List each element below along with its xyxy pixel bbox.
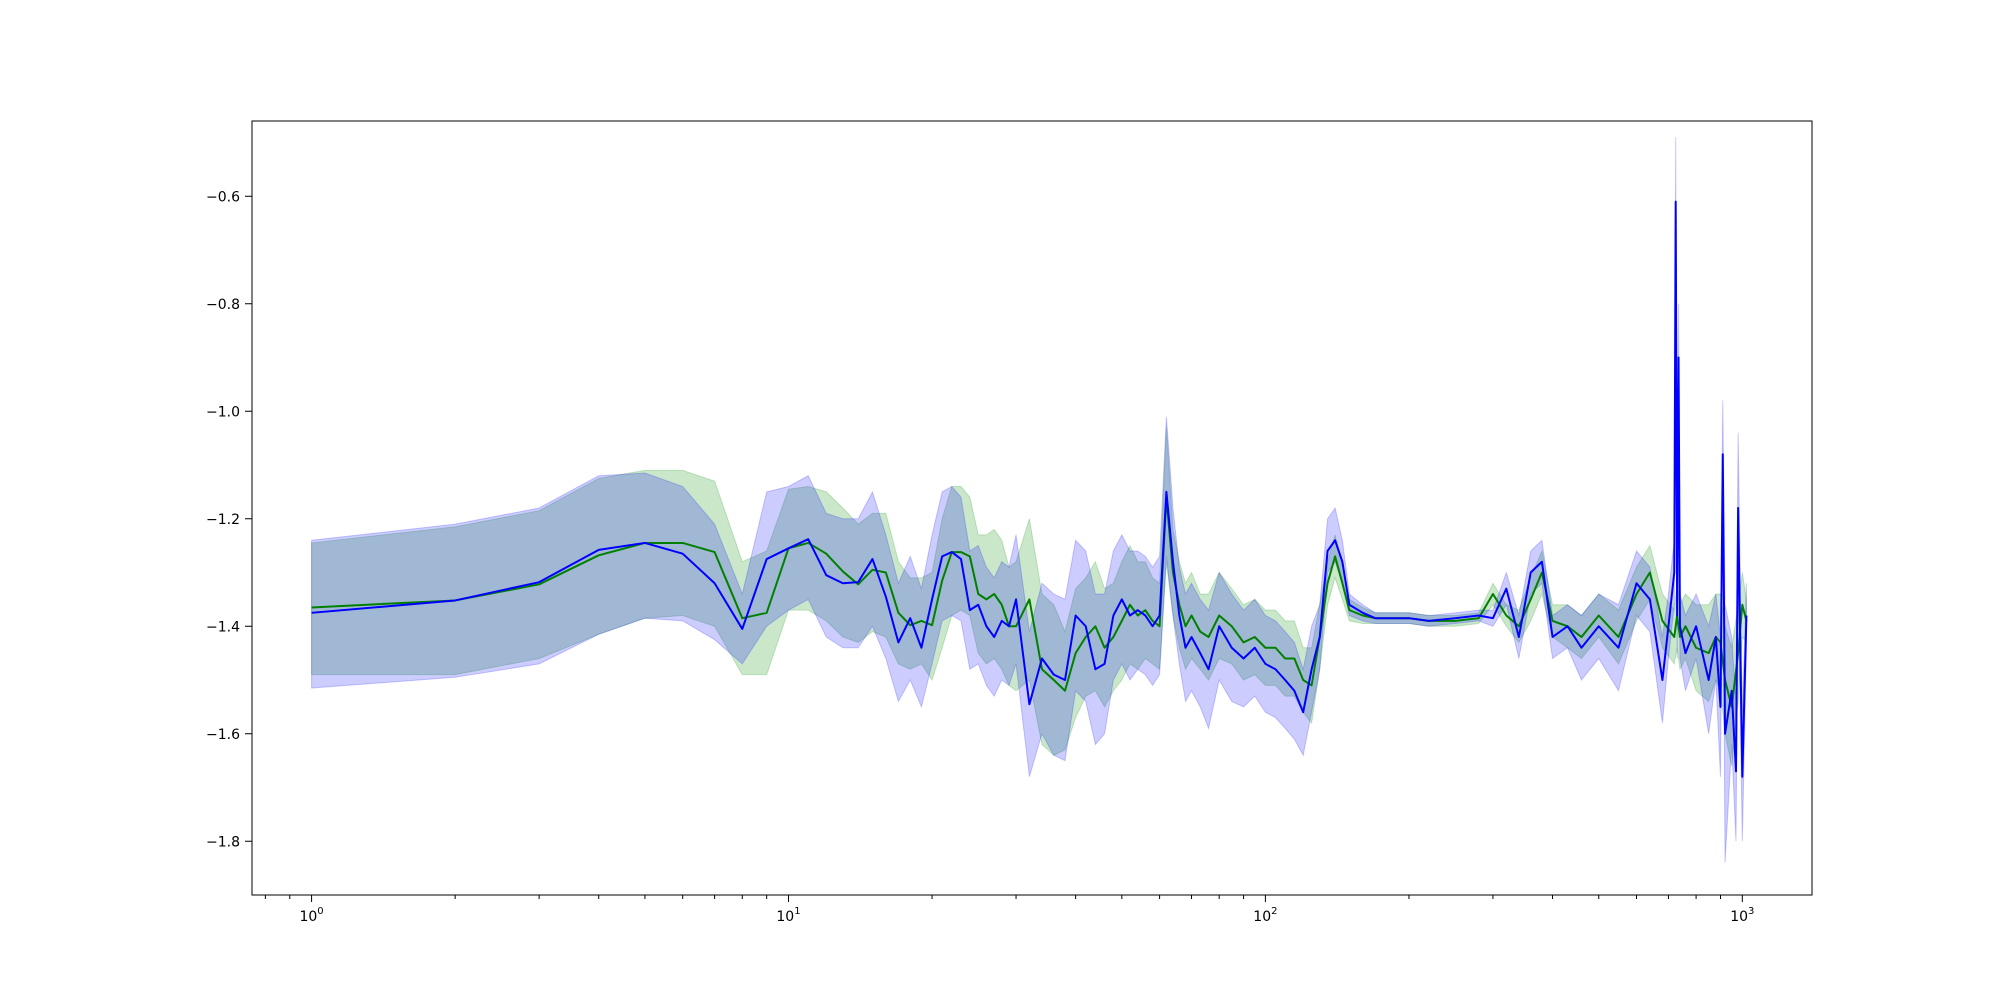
series-1-line bbox=[311, 496, 1748, 708]
x-tick-label: 100 bbox=[299, 906, 323, 925]
x-tick-label-base: 10 bbox=[1253, 909, 1271, 925]
plot-area bbox=[311, 137, 1748, 863]
axes-frame bbox=[251, 120, 1813, 896]
y-tick-label: −1.8 bbox=[206, 834, 240, 850]
y-tick-label: −1.4 bbox=[206, 619, 240, 635]
x-tick-label-exponent: 1 bbox=[794, 906, 800, 917]
x-tick-label: 101 bbox=[776, 906, 800, 925]
x-tick-label-exponent: 2 bbox=[1271, 906, 1277, 917]
series-2-line bbox=[311, 200, 1748, 778]
x-tick-label-base: 10 bbox=[776, 909, 794, 925]
x-tick-label-base: 10 bbox=[299, 909, 317, 925]
series-layer bbox=[311, 137, 1748, 863]
y-tick-label: −0.6 bbox=[206, 189, 240, 205]
x-tick-label: 103 bbox=[1730, 906, 1754, 925]
x-tick-label: 102 bbox=[1253, 906, 1277, 925]
y-tick-label: −1.6 bbox=[206, 727, 240, 743]
y-tick-label: −1.0 bbox=[206, 404, 240, 420]
x-tick-label-exponent: 3 bbox=[1748, 906, 1754, 917]
x-tick-label-exponent: 0 bbox=[317, 906, 323, 917]
y-tick-label: −1.2 bbox=[206, 512, 240, 528]
x-axis: 100 101 102 103 bbox=[264, 895, 1754, 925]
y-tick-label: −0.8 bbox=[206, 297, 240, 313]
y-axis: −0.6 −0.8 −1.0 −1.2 −1.4 −1.6 −1.8 bbox=[206, 189, 252, 850]
x-tick-label-base: 10 bbox=[1730, 909, 1748, 925]
